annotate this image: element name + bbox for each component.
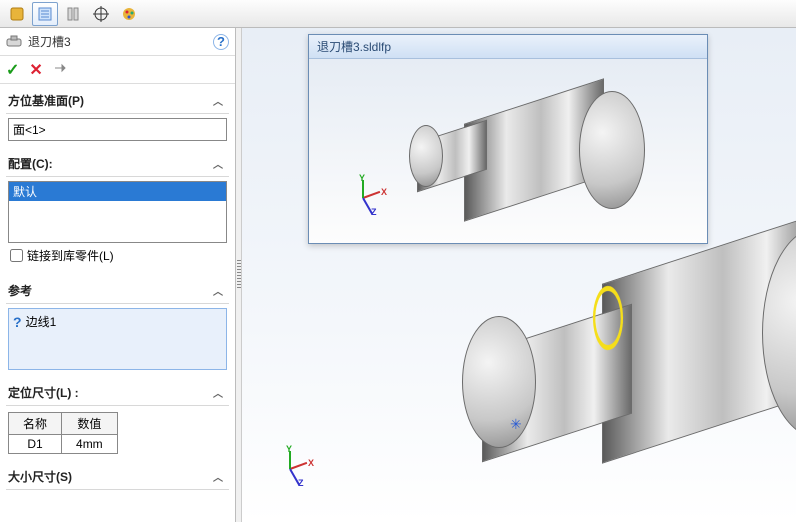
reference-listbox[interactable]: ? 边线1 <box>8 308 227 370</box>
section-locating-head[interactable]: 定位尺寸(L) : ︿ <box>6 380 229 406</box>
section-locating-label: 定位尺寸(L) : <box>8 384 79 401</box>
pin-button[interactable] <box>53 61 67 78</box>
pin-icon <box>53 61 67 75</box>
config-item-default[interactable]: 默认 <box>9 182 226 201</box>
collapse-icon[interactable]: ︿ <box>209 93 227 108</box>
col-name: 名称 <box>9 413 62 435</box>
section-config-head[interactable]: 配置(C): ︿ <box>6 151 229 177</box>
feature-header: 退刀槽3 ? <box>0 28 235 56</box>
collapse-icon[interactable]: ︿ <box>209 385 227 400</box>
panel-scroll[interactable]: 方位基准面(P) ︿ 面<1> 配置(C): ︿ 默认 <box>0 84 235 522</box>
tab-appearance[interactable] <box>116 2 142 26</box>
section-placement-head[interactable]: 方位基准面(P) ︿ <box>6 88 229 114</box>
help-button[interactable]: ? <box>213 34 229 50</box>
section-config: 配置(C): ︿ 默认 链接到库零件(L) <box>6 151 229 272</box>
graphics-viewport[interactable]: 退刀槽3.sldlfp XYZ ✳ <box>242 28 796 522</box>
link-library-checkbox[interactable]: 链接到库零件(L) <box>8 243 227 268</box>
action-row: ✓ ✕ <box>0 56 235 84</box>
tab-config[interactable] <box>60 2 86 26</box>
collapse-icon[interactable]: ︿ <box>209 469 227 484</box>
cell-value[interactable]: 4mm <box>62 435 118 454</box>
col-value: 数值 <box>62 413 118 435</box>
section-size: 大小尺寸(S) ︿ <box>6 464 229 490</box>
section-reference: 参考 ︿ ? 边线1 <box>6 278 229 374</box>
reference-item[interactable]: ? 边线1 <box>11 311 224 332</box>
tab-tree[interactable] <box>32 2 58 26</box>
section-placement: 方位基准面(P) ︿ 面<1> <box>6 88 229 145</box>
reference-item-label: 边线1 <box>26 313 57 330</box>
cancel-button[interactable]: ✕ <box>29 60 42 80</box>
section-reference-head[interactable]: 参考 ︿ <box>6 278 229 304</box>
section-size-head[interactable]: 大小尺寸(S) ︿ <box>6 464 229 490</box>
center-mark-icon: ✳ <box>510 416 522 433</box>
collapse-icon[interactable]: ︿ <box>209 156 227 171</box>
main-model <box>242 28 796 522</box>
config-listbox[interactable]: 默认 <box>8 181 227 243</box>
link-library-input[interactable] <box>10 249 23 262</box>
table-header-row: 名称 数值 <box>9 413 118 435</box>
placement-face-input[interactable]: 面<1> <box>8 118 227 141</box>
cell-name[interactable]: D1 <box>9 435 62 454</box>
tab-target[interactable] <box>88 2 114 26</box>
link-library-label: 链接到库零件(L) <box>27 247 114 264</box>
section-size-label: 大小尺寸(S) <box>8 468 72 485</box>
property-panel: 退刀槽3 ? ✓ ✕ 方位基准面(P) ︿ 面<1> 配置( <box>0 28 236 522</box>
ok-button[interactable]: ✓ <box>6 60 19 80</box>
collapse-icon[interactable]: ︿ <box>209 283 227 298</box>
tab-features[interactable] <box>4 2 30 26</box>
viewport-triad[interactable]: XYZ <box>278 448 318 488</box>
panel-tabs-toolbar <box>0 0 796 28</box>
section-placement-label: 方位基准面(P) <box>8 92 84 109</box>
feature-title: 退刀槽3 <box>28 33 71 50</box>
section-config-label: 配置(C): <box>8 155 53 172</box>
section-locating: 定位尺寸(L) : ︿ 名称 数值 D1 4mm <box>6 380 229 458</box>
reference-question-icon: ? <box>13 314 22 330</box>
table-row[interactable]: D1 4mm <box>9 435 118 454</box>
locating-table: 名称 数值 D1 4mm <box>8 412 118 454</box>
section-reference-label: 参考 <box>8 282 32 299</box>
feature-icon <box>6 34 22 50</box>
